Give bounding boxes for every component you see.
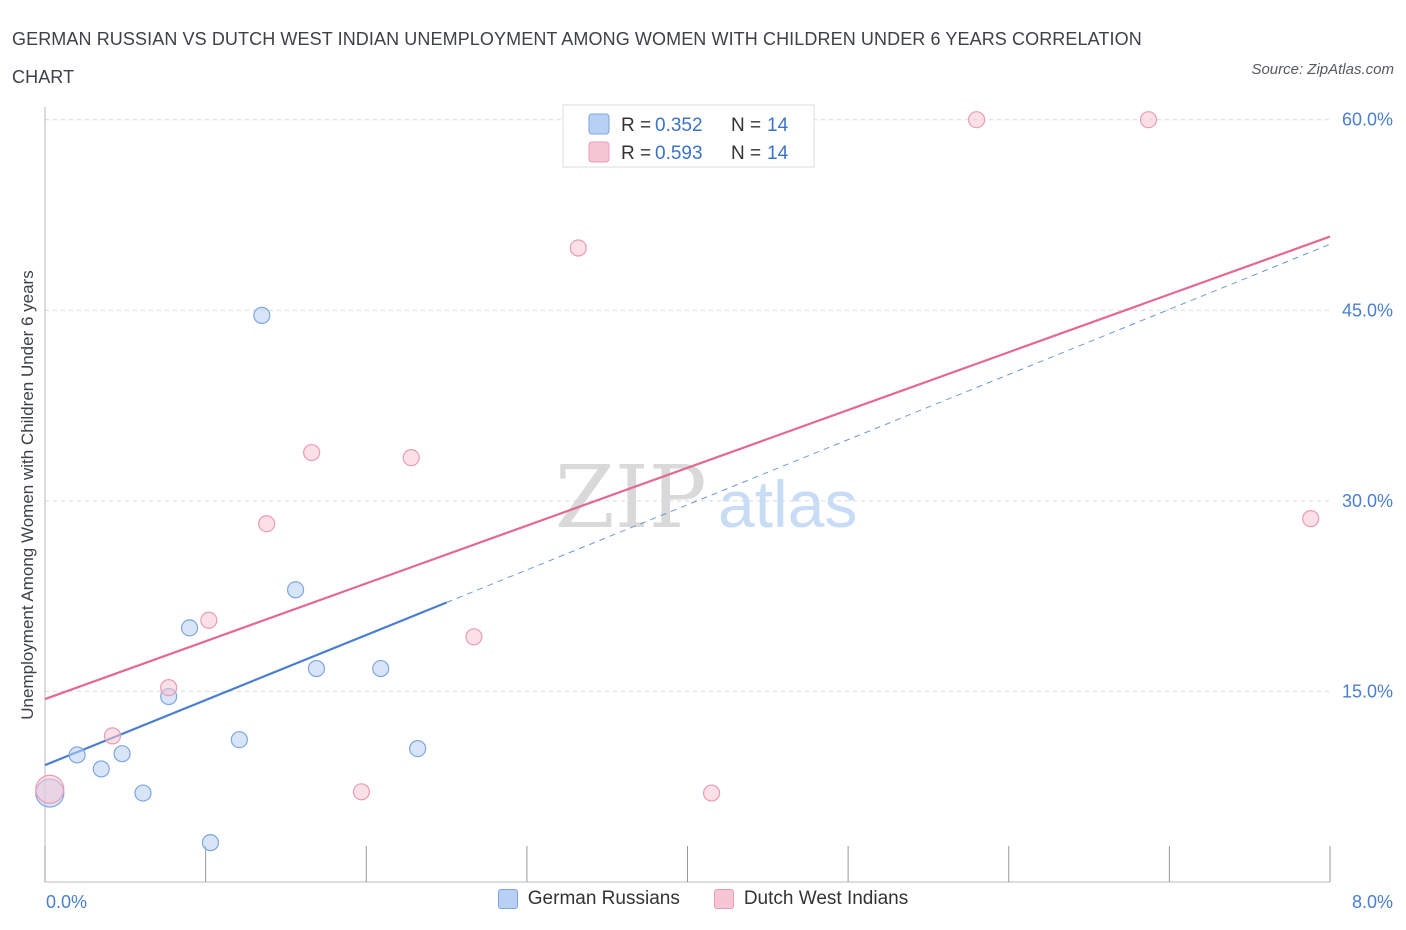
gridlines <box>45 119 1330 692</box>
tick-labels: 15.0% 30.0% 45.0% 60.0% 0.0% 8.0% <box>46 110 1393 912</box>
legend-swatch-blue <box>588 113 610 135</box>
legend-item-german-russians: German Russians <box>497 888 680 910</box>
dutch-west-indians-point <box>402 449 420 467</box>
dutch-west-indians-point <box>702 784 721 802</box>
german-russians-point <box>286 581 305 599</box>
watermark-zip: ZIP <box>555 448 707 548</box>
dutch-west-indians-point <box>1139 111 1158 129</box>
dutch-west-indians-point <box>303 443 321 462</box>
legend-r-value-1: 0.352 <box>655 115 703 136</box>
legend-n-value-1: 14 <box>767 115 789 136</box>
dutch-west-indians-trend-line <box>44 235 1331 701</box>
legend-label-german-russians: German Russians <box>527 888 680 909</box>
source-credit: Source: ZipAtlas.com <box>1251 61 1394 78</box>
german-russians-point <box>230 731 248 749</box>
dutch-west-indians-point <box>352 783 371 801</box>
dutch-west-indians-point <box>968 111 986 129</box>
y-tick-label: 15.0% <box>1342 681 1393 701</box>
data-points <box>35 111 1320 852</box>
german-russians-point <box>372 659 390 678</box>
dutch-west-indians-point <box>200 611 218 629</box>
legend-r-label-1: R = <box>621 115 651 136</box>
german-russians-point <box>253 306 271 324</box>
dutch-west-indians-point <box>258 515 276 533</box>
german-russians-point <box>307 659 326 678</box>
dutch-west-indians-point <box>465 628 483 646</box>
german-russians-point <box>134 784 152 802</box>
y-tick-label: 60.0% <box>1342 110 1393 130</box>
legend-swatch-pink <box>588 141 610 163</box>
german-russians-point <box>113 745 131 763</box>
legend-item-dutch-west-indians: Dutch West Indians <box>713 888 909 910</box>
legend-n-value-2: 14 <box>767 143 789 164</box>
chart-title: GERMAN RUSSIAN VS DUTCH WEST INDIAN UNEM… <box>12 29 1142 87</box>
german-russians-trend-extension <box>446 243 1331 603</box>
y-tick-label: 30.0% <box>1342 491 1393 511</box>
dutch-west-indians-point <box>569 239 587 257</box>
german-russians-point <box>68 746 86 764</box>
german-russians-point <box>201 834 220 852</box>
dutch-west-indians-point <box>1302 510 1320 528</box>
series-legend: German Russians Dutch West Indians <box>0 888 1406 910</box>
x-tick-label: 8.0% <box>1352 892 1393 912</box>
swatch-dutch-west-indians <box>713 889 734 909</box>
legend-n-label-1: N = <box>731 115 761 136</box>
german-russians-point <box>409 739 427 758</box>
legend-box: R = 0.352 N = 14 R = 0.593 N = 14 <box>562 104 815 168</box>
legend-r-value-2: 0.593 <box>655 143 703 164</box>
legend-r-label-2: R = <box>621 143 651 164</box>
watermark-atlas: atlas <box>718 467 857 541</box>
legend-label-dutch-west-indians: Dutch West Indians <box>743 888 909 909</box>
axes <box>44 107 1331 883</box>
y-tick-label: 45.0% <box>1342 300 1393 320</box>
german-russians-point <box>180 619 199 637</box>
dutch-west-indians-point <box>160 679 178 697</box>
legend-n-label-2: N = <box>731 143 761 164</box>
x-tick-label: 0.0% <box>46 892 87 912</box>
dutch-west-indians-point <box>35 774 65 804</box>
german-russians-point <box>92 760 110 778</box>
dutch-west-indians-point <box>103 727 122 745</box>
swatch-german-russians <box>497 889 518 909</box>
